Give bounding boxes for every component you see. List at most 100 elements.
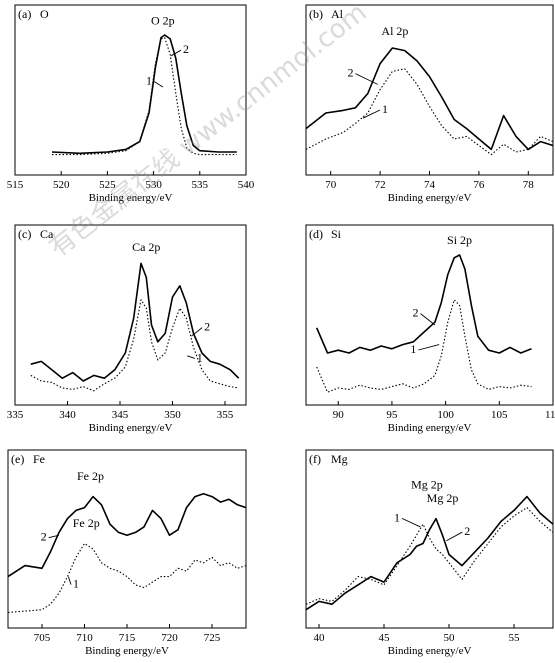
annotation-leader xyxy=(362,109,381,119)
plot-frame xyxy=(305,224,554,406)
annotation-label: O 2p xyxy=(151,14,175,28)
series-line-2 xyxy=(305,495,554,611)
annotation-label: Fe 2p xyxy=(73,516,100,530)
series-line-1 xyxy=(7,542,247,614)
annotation-label: 1 xyxy=(382,102,388,116)
x-tick-label: 515 xyxy=(7,179,24,191)
x-tick-label: 350 xyxy=(164,409,181,421)
annotation-label: 1 xyxy=(73,577,79,591)
annotation-leader xyxy=(418,344,440,351)
x-tick-label: 78 xyxy=(523,179,535,191)
x-tick-label: 520 xyxy=(53,179,70,191)
series-line-2 xyxy=(315,254,532,354)
annotation-label: Mg 2p xyxy=(427,491,459,505)
x-tick-label: 55 xyxy=(509,632,521,644)
panel-label: (b) xyxy=(309,7,323,21)
x-tick-label: 720 xyxy=(161,632,178,644)
x-tick-label: 100 xyxy=(437,409,454,421)
x-tick-label: 90 xyxy=(333,409,345,421)
plot-frame xyxy=(305,4,554,176)
annotation-label: Fe 2p xyxy=(77,469,104,483)
annotation-leader xyxy=(48,534,60,539)
x-tick-label: 45 xyxy=(379,632,391,644)
annotation-leader xyxy=(67,576,72,585)
x-tick-label: 105 xyxy=(491,409,508,421)
annotation-leader xyxy=(170,49,182,57)
x-tick-label: 40 xyxy=(314,632,326,644)
element-label: Si xyxy=(331,227,342,241)
x-axis-label: Binding energy/eV xyxy=(85,645,169,657)
chart-panel: 90 95 100 105 110 Binding energy/eV (d) Si Si 2p… xyxy=(305,224,555,434)
annotation-label: Ca 2p xyxy=(132,240,160,254)
annotation-leader xyxy=(401,517,421,528)
x-axis-label: Binding energy/eV xyxy=(89,422,173,434)
element-label: Mg xyxy=(331,452,348,466)
panel-label: (c) xyxy=(18,227,31,241)
annotation-label: Al 2p xyxy=(381,24,408,38)
plot-frame xyxy=(305,449,554,629)
panel-label: (f) xyxy=(309,452,321,466)
plot-frame xyxy=(14,4,247,176)
chart-panel: 705 710 715 720 725 Binding energy/eV (e) Fe Fe … xyxy=(7,449,247,657)
annotation-label: 1 xyxy=(410,342,416,356)
x-tick-label: 525 xyxy=(99,179,116,191)
x-tick-label: 530 xyxy=(145,179,162,191)
annotation-leader xyxy=(191,327,203,337)
x-tick-label: 725 xyxy=(204,632,221,644)
annotation-label: Si 2p xyxy=(447,233,472,247)
panel-label: (a) xyxy=(18,7,31,21)
element-label: Ca xyxy=(40,227,54,241)
x-tick-label: 95 xyxy=(386,409,398,421)
x-tick-label: 540 xyxy=(238,179,255,191)
annotation-label: 2 xyxy=(347,66,353,80)
annotation-label: 1 xyxy=(394,510,400,524)
annotation-label: 2 xyxy=(204,320,210,334)
annotation-leader xyxy=(446,531,463,542)
x-tick-label: 335 xyxy=(7,409,24,421)
x-tick-label: 355 xyxy=(217,409,234,421)
series-line-1 xyxy=(30,299,239,392)
chart-panel: 515 520 525 530 535 540 Binding energy/eV (a) O O… xyxy=(7,4,255,204)
x-tick-label: 110 xyxy=(545,409,555,421)
annotation-leader xyxy=(153,81,164,88)
x-tick-label: 535 xyxy=(192,179,209,191)
annotation-leader xyxy=(187,355,195,359)
annotation-label: Mg 2p xyxy=(411,477,443,491)
x-axis-label: Binding energy/eV xyxy=(388,645,472,657)
element-label: O xyxy=(40,7,49,21)
x-tick-label: 705 xyxy=(34,632,51,644)
x-tick-label: 50 xyxy=(444,632,456,644)
annotation-leader xyxy=(355,73,378,85)
series-line-2 xyxy=(7,492,247,578)
series-line-2 xyxy=(30,262,240,382)
element-label: Fe xyxy=(33,452,45,466)
x-tick-label: 70 xyxy=(325,179,337,191)
annotation-label: 1 xyxy=(197,350,203,364)
panel-label: (e) xyxy=(11,452,24,466)
annotation-label: 2 xyxy=(183,42,189,56)
annotation-label: 2 xyxy=(413,306,419,320)
x-tick-label: 340 xyxy=(59,409,76,421)
annotation-label: 1 xyxy=(146,73,152,87)
x-tick-label: 345 xyxy=(112,409,129,421)
x-axis-label: Binding energy/eV xyxy=(388,422,472,434)
annotation-label: 2 xyxy=(464,524,470,538)
x-axis-label: Binding energy/eV xyxy=(388,192,472,204)
element-label: Al xyxy=(331,7,344,21)
series-line-1 xyxy=(52,37,237,156)
chart-panel: 70 72 74 76 78 Binding energy/eV (b) Al Al 2p 2 1 xyxy=(305,4,554,204)
series-line-2 xyxy=(305,47,554,151)
x-tick-label: 715 xyxy=(119,632,136,644)
panel-label: (d) xyxy=(309,227,323,241)
chart-panel: 335 340 345 350 355 Binding energy/eV (c) Ca Ca … xyxy=(7,224,247,434)
annotation-leader xyxy=(420,313,436,326)
plot-frame xyxy=(14,224,247,406)
series-line-1 xyxy=(316,299,532,393)
annotation-label: 2 xyxy=(41,530,47,544)
series-line-1 xyxy=(305,68,554,156)
x-axis-label: Binding energy/eV xyxy=(89,192,173,204)
series-line-1 xyxy=(305,507,554,605)
series-line-2 xyxy=(51,34,237,155)
